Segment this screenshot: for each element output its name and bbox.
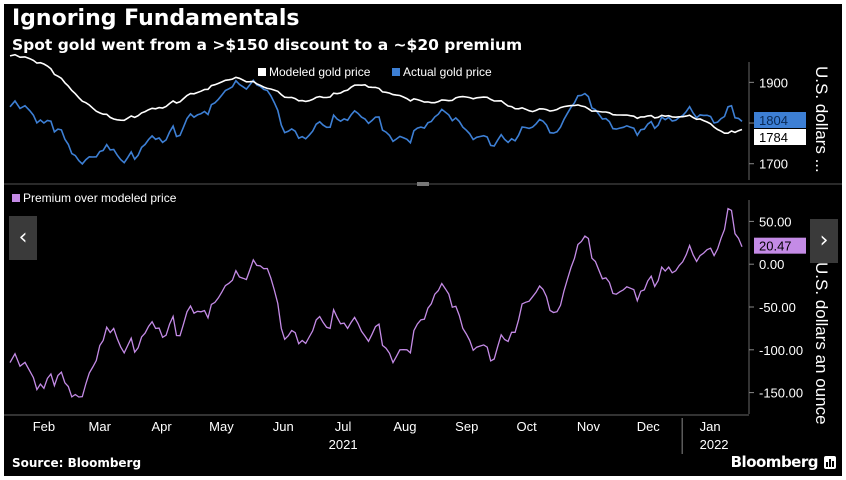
next-chart-button[interactable]: › <box>810 219 838 263</box>
top-panel-series <box>9 53 743 166</box>
bottom-legend: Premium over modeled price <box>12 191 177 205</box>
series-line-premium <box>9 207 743 398</box>
x-year-label: 2021 <box>329 437 358 452</box>
y-tick-label: 1900 <box>759 75 788 90</box>
chart-subtitle: Spot gold went from a >$150 discount to … <box>12 36 523 54</box>
y-tick-label: -150.00 <box>759 386 803 401</box>
x-year-label: 2022 <box>700 437 729 452</box>
chart-title: Ignoring Fundamentals <box>12 6 300 31</box>
series-line-modeled <box>9 53 743 134</box>
last-value-actual: 1804 <box>759 113 788 128</box>
y-tick-label: 50.00 <box>759 214 792 229</box>
last-value-labels: 1804 1784 20.47 <box>754 112 806 254</box>
chart-frame: Ignoring Fundamentals Spot gold went fro… <box>4 4 842 476</box>
legend-label-actual: Actual gold price <box>403 65 492 79</box>
y-tick-label: -100.00 <box>759 343 803 358</box>
y-axis-label-bottom: U.S. dollars an ounce <box>812 262 831 425</box>
x-tick-label: May <box>209 419 234 434</box>
x-tick-label: Mar <box>89 419 112 434</box>
prev-chart-button[interactable]: ‹ <box>9 216 37 260</box>
x-tick-label: Aug <box>393 419 416 434</box>
legend-swatch-actual <box>392 68 400 76</box>
series-line-actual <box>9 78 743 166</box>
panel-divider-handle[interactable] <box>417 182 429 186</box>
bloomberg-chart-icon <box>824 456 836 469</box>
last-value-actual-bg <box>754 112 806 128</box>
x-tick-label: Jun <box>273 419 294 434</box>
source-note: Source: Bloomberg <box>12 456 142 470</box>
x-tick-label: Jul <box>335 419 352 434</box>
legend-label-premium: Premium over modeled price <box>23 191 177 205</box>
x-tick-label: Jan <box>700 419 721 434</box>
last-value-modeled-bg <box>754 129 806 145</box>
brand-logo: Bloomberg <box>730 453 819 471</box>
x-tick-label: Nov <box>577 419 601 434</box>
last-value-modeled: 1784 <box>759 130 788 145</box>
x-tick-label: Feb <box>33 419 55 434</box>
last-value-premium: 20.47 <box>759 239 792 254</box>
x-tick-label: Sep <box>455 419 478 434</box>
legend-swatch-modeled <box>258 68 266 76</box>
x-tick-label: Apr <box>151 419 172 434</box>
x-tick-label: Dec <box>637 419 661 434</box>
y-axis-label-top: U.S. dollars ... <box>812 66 831 173</box>
bottom-y-ticks: 50.00 0.00 -50.00 -100.00 -150.00 <box>749 214 803 401</box>
legend-label-modeled: Modeled gold price <box>269 65 371 79</box>
last-value-premium-bg <box>754 237 806 254</box>
x-tick-label: Oct <box>516 419 537 434</box>
y-tick-label: 0.00 <box>759 257 784 272</box>
legend-swatch-premium <box>12 194 20 202</box>
y-tick-label: 1700 <box>759 157 788 172</box>
x-ticks: Feb Mar Apr May Jun Jul Aug Sep Oct Nov Dec Jan 2021… <box>33 418 729 454</box>
bottom-panel-series <box>9 207 743 398</box>
chart-svg: Modeled gold price Actual gold price Pre… <box>4 53 842 454</box>
y-tick-label: -50.00 <box>759 300 796 315</box>
top-legend: Modeled gold price Actual gold price <box>258 65 492 79</box>
